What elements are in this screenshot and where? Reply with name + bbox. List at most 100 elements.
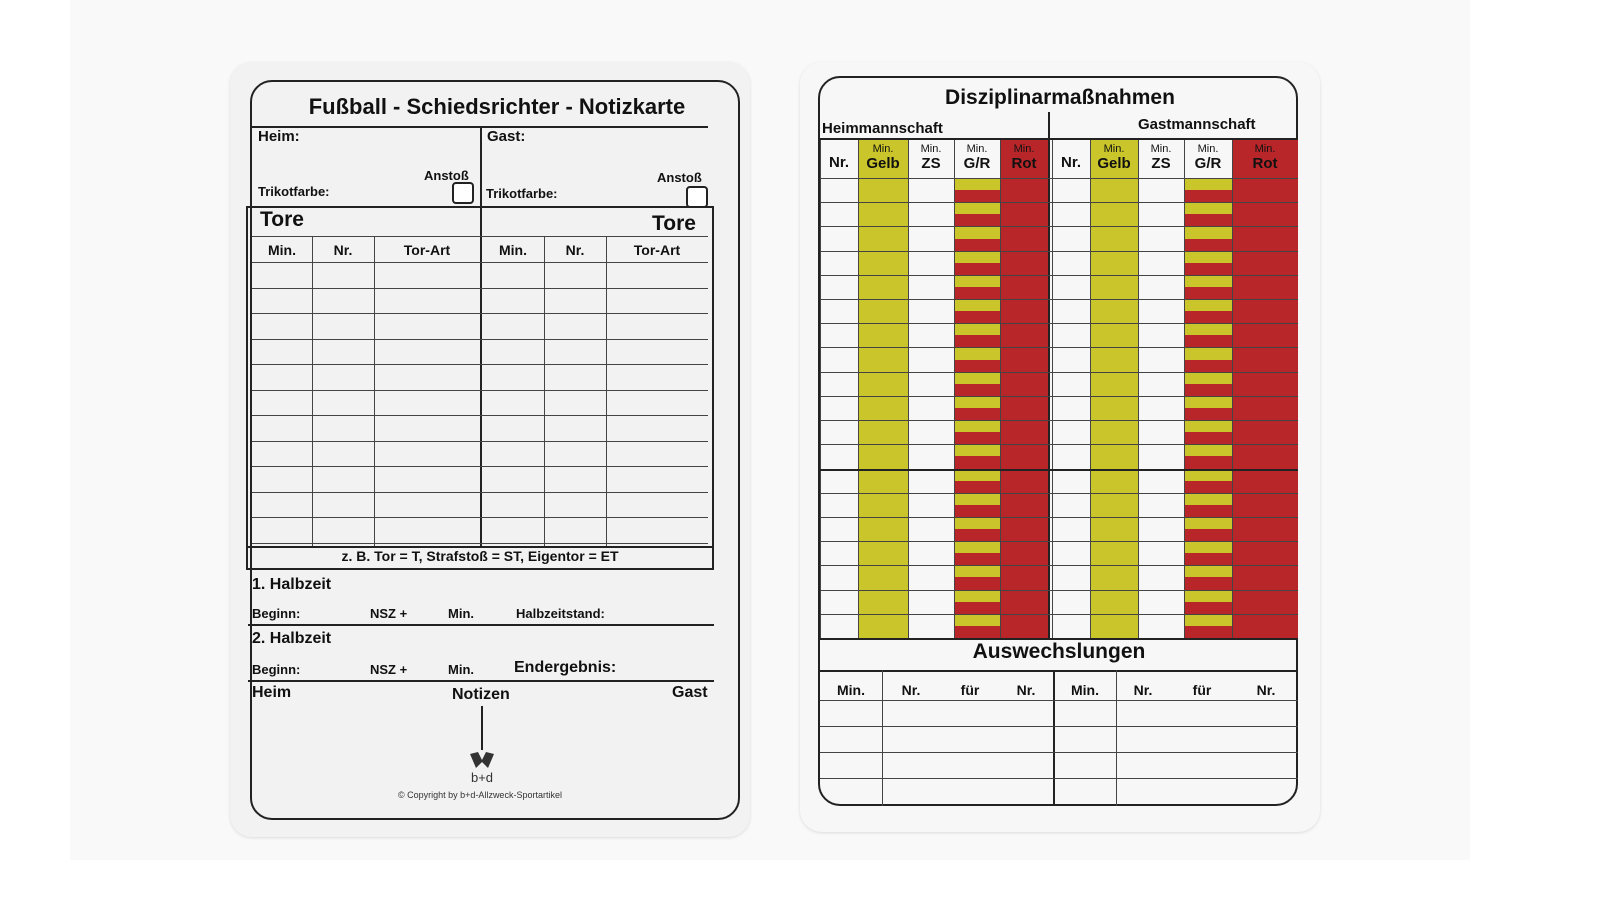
yellow-red-stripe — [954, 347, 1000, 360]
min-prefix: Min. — [1013, 143, 1035, 155]
yellow-red-stripe — [954, 383, 1000, 396]
yellow-red-stripe — [954, 323, 1000, 336]
row-line — [820, 250, 1298, 252]
column-header-zs: Min. ZS — [908, 140, 954, 178]
yellow-red-stripe — [954, 468, 1000, 481]
row-line — [820, 395, 1298, 397]
home-team-label: Heimmannschaft — [822, 120, 943, 137]
column-header-gelb: Min. Gelb — [858, 140, 908, 178]
row-line — [820, 516, 1298, 518]
kickoff-checkbox-away[interactable] — [686, 186, 708, 208]
sub-row-line — [820, 752, 1298, 753]
yellow-red-stripe — [1184, 323, 1232, 336]
min-prefix: Min. — [1103, 143, 1125, 155]
extra-time-label: NSZ + — [370, 662, 408, 677]
yellow-red-stripe — [1184, 504, 1232, 517]
yellow-red-stripe — [954, 625, 1000, 638]
yellow-red-stripe — [954, 190, 1000, 203]
yellow-red-stripe — [954, 565, 1000, 578]
row-line — [820, 226, 1298, 228]
yellow-red-stripe — [954, 286, 1000, 300]
yellow-red-stripe — [954, 577, 1000, 590]
column-header-rot: Min. Rot — [1000, 140, 1048, 178]
divider — [820, 670, 1298, 672]
sub-col-header: Nr. — [1256, 682, 1276, 698]
column-label: G/R — [963, 155, 991, 172]
jersey-label-away: Trikotfarbe: — [486, 186, 558, 201]
min-prefix: Min. — [1150, 143, 1172, 155]
second-half-label: 2. Halbzeit — [252, 630, 332, 647]
goal-col-type: Tor-Art — [633, 242, 681, 258]
row-line — [820, 541, 1298, 543]
yellow-red-stripe — [954, 202, 1000, 215]
yellow-red-stripe — [1184, 395, 1232, 408]
yellow-red-stripe — [954, 214, 1000, 227]
yellow-red-stripe — [1184, 299, 1232, 312]
kickoff-checkbox-home[interactable] — [452, 182, 474, 204]
away-team-label: Gastmannschaft — [1138, 116, 1256, 133]
final-score-label: Endergebnis: — [514, 659, 617, 676]
yellow-red-stripe — [1184, 178, 1232, 191]
yellow-red-stripe — [954, 262, 1000, 275]
goal-grid-row-line — [252, 466, 708, 467]
col-line — [954, 140, 955, 638]
yellow-red-stripe — [954, 480, 1000, 493]
col-line — [1090, 140, 1091, 638]
team-divider — [1048, 140, 1050, 638]
yellow-red-stripe — [954, 274, 1000, 287]
col-line — [1232, 140, 1233, 638]
goal-col-min: Min. — [499, 242, 527, 258]
column-label: Rot — [1011, 155, 1037, 172]
divider — [1048, 112, 1050, 140]
yellow-red-stripe — [1184, 371, 1232, 384]
column-label: ZS — [921, 155, 941, 172]
sub-col-header: Min. — [837, 682, 865, 698]
discipline-title: Disziplinarmaßnahmen — [945, 86, 1175, 109]
column-header-rot: Min. Rot — [1232, 140, 1298, 178]
row-line — [820, 420, 1298, 422]
yellow-red-stripe — [954, 420, 1000, 433]
yellow-red-stripe — [1184, 613, 1232, 626]
goal-grid-row-line — [252, 542, 708, 544]
discipline-card: Disziplinarmaßnahmen Heimmannschaft Gast… — [800, 62, 1320, 832]
sub-col-header: für — [960, 682, 980, 698]
goal-grid-row-line — [252, 287, 708, 289]
yellow-red-stripe — [1184, 202, 1232, 215]
yellow-red-stripe — [1184, 226, 1232, 239]
jersey-label-home: Trikotfarbe: — [258, 184, 330, 199]
sub-col-line — [1116, 670, 1117, 806]
yellow-red-stripe — [954, 432, 1000, 445]
row-line — [820, 613, 1298, 615]
goal-grid-row-line — [252, 415, 708, 416]
yellow-red-stripe — [954, 529, 1000, 542]
yellow-red-stripe — [1184, 541, 1232, 554]
yellow-card-column — [1090, 178, 1138, 638]
sub-col-header: für — [1192, 682, 1212, 698]
away-label: Gast: — [487, 128, 526, 145]
yellow-red-stripe — [1184, 190, 1232, 203]
min-label: Min. — [448, 606, 474, 621]
yellow-red-stripe — [1184, 492, 1232, 505]
yellow-red-stripe — [954, 226, 1000, 239]
sub-divider — [1053, 670, 1055, 806]
goal-col-type: Tor-Art — [403, 242, 451, 258]
row-line — [820, 589, 1298, 591]
row-line — [820, 371, 1298, 373]
goal-grid-row-line — [252, 517, 708, 518]
yellow-red-stripe — [954, 408, 1000, 421]
column-label: Gelb — [1097, 155, 1131, 172]
start-label: Beginn: — [252, 606, 301, 621]
notes-home-label: Heim — [252, 684, 292, 701]
column-label: ZS — [1151, 155, 1171, 172]
goal-col-nr: Nr. — [565, 242, 585, 258]
brand-logo-icon — [470, 752, 494, 768]
goal-grid-row-line — [252, 491, 708, 493]
divider — [481, 706, 483, 750]
yellow-card-column — [858, 178, 908, 638]
yellow-red-stripe — [954, 589, 1000, 602]
yellow-red-stripe — [1184, 250, 1232, 263]
min-prefix: Min. — [920, 143, 942, 155]
substitutions-title: Auswechslungen — [972, 640, 1146, 663]
kickoff-label-home: Anstoß — [424, 168, 469, 183]
row-line — [820, 444, 1298, 446]
